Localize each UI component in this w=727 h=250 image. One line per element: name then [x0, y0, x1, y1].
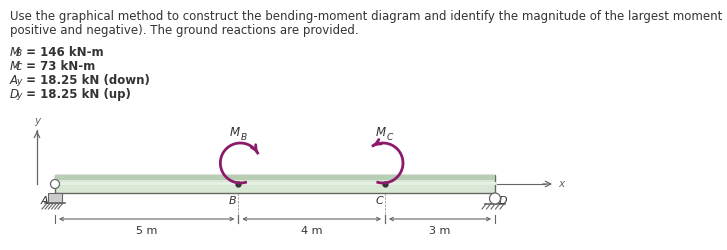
Text: y: y [16, 92, 21, 100]
Text: 3 m: 3 m [430, 226, 451, 236]
Text: positive and negative). The ground reactions are provided.: positive and negative). The ground react… [10, 24, 358, 37]
Text: x: x [558, 179, 564, 189]
Text: D: D [499, 196, 507, 206]
Text: = 18.25 kN (up): = 18.25 kN (up) [22, 88, 131, 101]
Text: y: y [16, 78, 21, 86]
Text: 5 m: 5 m [136, 226, 157, 236]
Text: A: A [10, 74, 18, 87]
Text: A: A [41, 196, 49, 206]
Text: D: D [10, 88, 19, 101]
Text: B: B [240, 133, 246, 142]
Bar [48, 193, 62, 203]
Text: C: C [387, 133, 393, 142]
Text: y: y [34, 116, 40, 126]
Text: M: M [376, 126, 386, 139]
Text: 4 m: 4 m [301, 226, 322, 236]
Text: M: M [10, 60, 20, 73]
Text: C: C [375, 196, 383, 206]
Text: C: C [16, 64, 23, 72]
Text: = 73 kN-m: = 73 kN-m [22, 60, 95, 73]
Text: B: B [229, 196, 236, 206]
Text: M: M [229, 126, 239, 139]
Text: Use the graphical method to construct the bending-moment diagram and identify th: Use the graphical method to construct th… [10, 10, 727, 23]
Text: = 146 kN-m: = 146 kN-m [22, 46, 104, 59]
Circle shape [50, 180, 60, 188]
Circle shape [489, 193, 500, 204]
Text: B: B [16, 50, 22, 58]
Text: = 18.25 kN (down): = 18.25 kN (down) [22, 74, 150, 87]
Text: M: M [10, 46, 20, 59]
Bar [55, 175, 495, 193]
Bar [55, 175, 495, 180]
